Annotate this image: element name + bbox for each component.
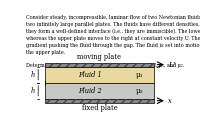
Bar: [45, 63, 154, 67]
Text: Fluid 2: Fluid 2: [78, 87, 102, 95]
Text: μ₂: μ₂: [136, 87, 144, 95]
Bar: [45, 63, 154, 67]
Text: h: h: [31, 71, 35, 79]
Text: whereas the upper plate moves to the right at constant velocity U. There is no a: whereas the upper plate moves to the rig…: [26, 36, 200, 41]
Bar: [45, 99, 154, 103]
Text: h: h: [31, 87, 35, 95]
Text: moving plate: moving plate: [77, 53, 121, 62]
Text: they form a well-defined interface (i.e., they are immiscible). The lower plate : they form a well-defined interface (i.e.…: [26, 29, 200, 34]
Text: the upper plate.: the upper plate.: [26, 50, 65, 55]
Text: Determine the velocity at the interface in terms of U, μ₁, and μ₂.: Determine the velocity at the interface …: [26, 63, 184, 68]
Bar: [45, 99, 154, 103]
Text: x: x: [168, 97, 172, 105]
Text: Fluid 1: Fluid 1: [78, 71, 102, 79]
Text: gradient pushing the fluid through the gap. The fluid is set into motion due to : gradient pushing the fluid through the g…: [26, 43, 200, 48]
Text: μ₁: μ₁: [136, 71, 144, 79]
Text: fixed plate: fixed plate: [82, 104, 117, 112]
Text: two infinitely large parallel plates. The fluids have different densities, diffe: two infinitely large parallel plates. Th…: [26, 22, 200, 27]
Text: Consider steady, incompressible, laminar flow of two Newtonian fluids sandwiched: Consider steady, incompressible, laminar…: [26, 15, 200, 20]
Text: U: U: [168, 61, 174, 69]
